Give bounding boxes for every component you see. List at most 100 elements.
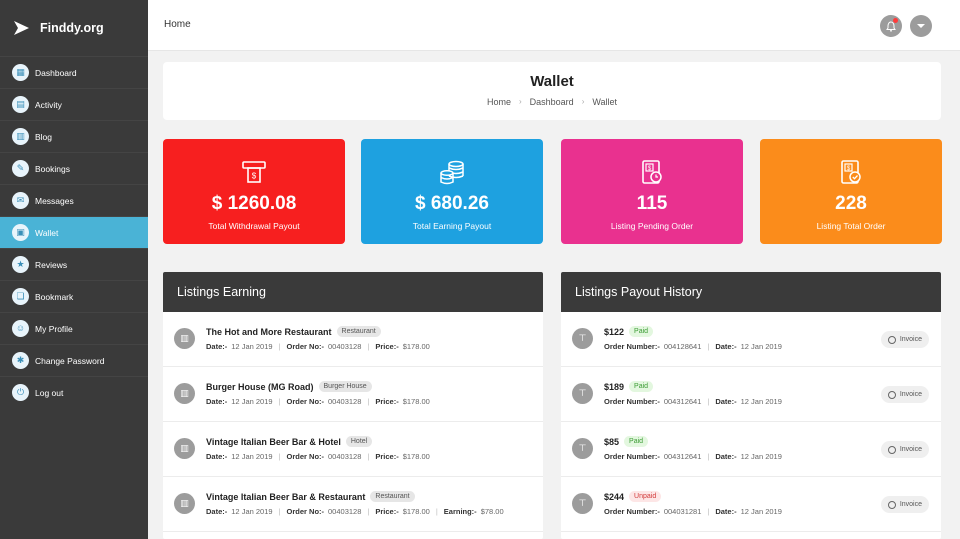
listing-name[interactable]: Burger House (MG Road) (206, 381, 314, 392)
top-breadcrumb[interactable]: Home (164, 19, 191, 30)
order-number-label: Order Number:- (604, 452, 660, 461)
sidebar-item-bookings[interactable]: ✎ Bookings (0, 152, 148, 184)
breadcrumb-home[interactable]: Home (486, 97, 511, 107)
date-label: Date:- (715, 452, 737, 461)
star-icon: ★ (12, 256, 29, 273)
date-label: Date:- (206, 507, 228, 516)
earning-list-item[interactable]: ▥ Burger House (MG Road) Burger House Date:… (163, 367, 543, 422)
order-number-label: Order Number:- (604, 342, 660, 351)
payout-date: 12 Jan 2019 (740, 342, 782, 351)
svg-text:$: $ (847, 166, 851, 172)
stat-label: Total Earning Payout (412, 221, 492, 231)
order-number-label: Order Number:- (604, 397, 660, 406)
order-price: $178.00 (402, 507, 430, 516)
price-label: Price:- (375, 507, 399, 516)
page-title: Wallet (530, 73, 574, 90)
divider: | (367, 397, 370, 406)
divider: | (707, 507, 710, 516)
listing-name[interactable]: Vintage Italian Beer Bar & Restaurant (206, 491, 366, 502)
status-badge: Unpaid (629, 491, 662, 502)
breadcrumb-dashboard[interactable]: Dashboard (529, 97, 574, 107)
earning-label: Earning:- (443, 507, 477, 516)
atm-icon: ⊤ (572, 328, 593, 349)
bookings-icon: ✎ (12, 160, 29, 177)
total-order-icon: $ (838, 159, 864, 185)
stat-card-pending-order: $ 115 Listing Pending Order (561, 139, 743, 244)
user-menu-chevron-down-icon[interactable] (910, 15, 932, 37)
sidebar-item-label: Change Password (35, 355, 105, 366)
order-number-label: Order No:- (286, 452, 325, 461)
atm-icon: $ (241, 159, 267, 185)
category-tag: Hotel (345, 436, 373, 447)
chevron-right-icon: › (518, 97, 522, 106)
invoice-label: Invoice (899, 336, 922, 343)
sidebar-item-wallet[interactable]: ▣ Wallet (0, 216, 148, 248)
payout-amount: $122 (604, 326, 625, 337)
order-date: 12 Jan 2019 (231, 342, 273, 351)
stat-label: Listing Total Order (816, 221, 886, 231)
wallet-icon: ▣ (12, 224, 29, 241)
payout-date: 12 Jan 2019 (740, 397, 782, 406)
stat-card-withdrawal: $ $ 1260.08 Total Withdrawal Payout (163, 139, 345, 244)
status-badge: Paid (624, 436, 649, 447)
svg-text:$: $ (252, 172, 257, 181)
invoice-button[interactable]: Invoice (880, 441, 929, 458)
chevron-right-icon: › (581, 97, 585, 106)
sidebar-item-blog[interactable]: ▥ Blog (0, 120, 148, 152)
category-tag: Restaurant (336, 326, 381, 337)
earning-list-item[interactable]: ▥ Vintage Italian Beer Bar & Restaurant Re… (163, 477, 543, 532)
sidebar-item-label: Log out (35, 387, 64, 398)
divider: | (435, 507, 438, 516)
print-icon (887, 390, 896, 399)
bookmark-icon: ❏ (12, 288, 29, 305)
sidebar-item-dashboard[interactable]: ▦ Dashboard (0, 56, 148, 88)
dashboard-icon: ▦ (12, 64, 29, 81)
payout-history-panel: Listings Payout History ⊤ $122 Paid Order N… (561, 272, 941, 539)
invoice-button[interactable]: Invoice (880, 386, 929, 403)
earning-list-item[interactable]: ▥ The Hot and More Restaurant Restaurant Da… (163, 312, 543, 367)
sidebar-item-change-password[interactable]: ✱ Change Password (0, 344, 148, 376)
listing-name[interactable]: Vintage Italian Beer Bar & Hotel (206, 436, 341, 447)
order-number-label: Order Number:- (604, 507, 660, 516)
invoice-button[interactable]: Invoice (880, 331, 929, 348)
stat-value: $ 680.26 (415, 193, 489, 214)
listing-map-icon: ▥ (174, 438, 195, 459)
listing-map-icon: ▥ (174, 493, 195, 514)
order-number: 004312641 (663, 397, 702, 406)
payout-date: 12 Jan 2019 (740, 507, 782, 516)
order-earning: $78.00 (480, 507, 504, 516)
category-tag: Restaurant (370, 491, 415, 502)
atm-icon: ⊤ (572, 493, 593, 514)
breadcrumb-wallet: Wallet (592, 97, 618, 107)
divider: | (367, 452, 370, 461)
date-label: Date:- (715, 397, 737, 406)
notification-dot (893, 18, 898, 23)
app-logo[interactable]: Finddy.org (0, 0, 148, 56)
blog-icon: ▥ (12, 128, 29, 145)
stat-card-total-order: $ 228 Listing Total Order (760, 139, 942, 244)
divider: | (367, 342, 370, 351)
invoice-button[interactable]: Invoice (880, 496, 929, 513)
listing-name[interactable]: The Hot and More Restaurant (206, 326, 332, 337)
earning-list-item[interactable]: ▥ Vintage Italian Beer Bar & Hotel Hotel Da… (163, 422, 543, 477)
sidebar-item-reviews[interactable]: ★ Reviews (0, 248, 148, 280)
sidebar-item-bookmark[interactable]: ❏ Bookmark (0, 280, 148, 312)
sidebar-item-log-out[interactable]: ⏻ Log out (0, 376, 148, 408)
sidebar-item-label: Reviews (35, 259, 68, 270)
stat-card-earning: $ 680.26 Total Earning Payout (361, 139, 543, 244)
listing-map-icon: ▥ (174, 383, 195, 404)
sidebar-item-label: Wallet (35, 227, 59, 238)
order-number: 004031281 (663, 507, 702, 516)
breadcrumb: Home › Dashboard › Wallet (163, 97, 941, 107)
atm-icon: ⊤ (572, 383, 593, 404)
notification-bell-icon[interactable] (880, 15, 902, 37)
sidebar-item-my-profile[interactable]: ☺ My Profile (0, 312, 148, 344)
date-label: Date:- (206, 397, 228, 406)
sidebar-item-messages[interactable]: ✉ Messages (0, 184, 148, 216)
sidebar-item-label: Messages (35, 195, 74, 206)
payout-list-item: ⊤ $122 Paid Order Number:- 004128641 | Date:- 1… (561, 312, 941, 367)
stat-value: 228 (835, 193, 867, 214)
sidebar-item-activity[interactable]: ▤ Activity (0, 88, 148, 120)
date-label: Date:- (206, 342, 228, 351)
invoice-label: Invoice (899, 391, 922, 398)
